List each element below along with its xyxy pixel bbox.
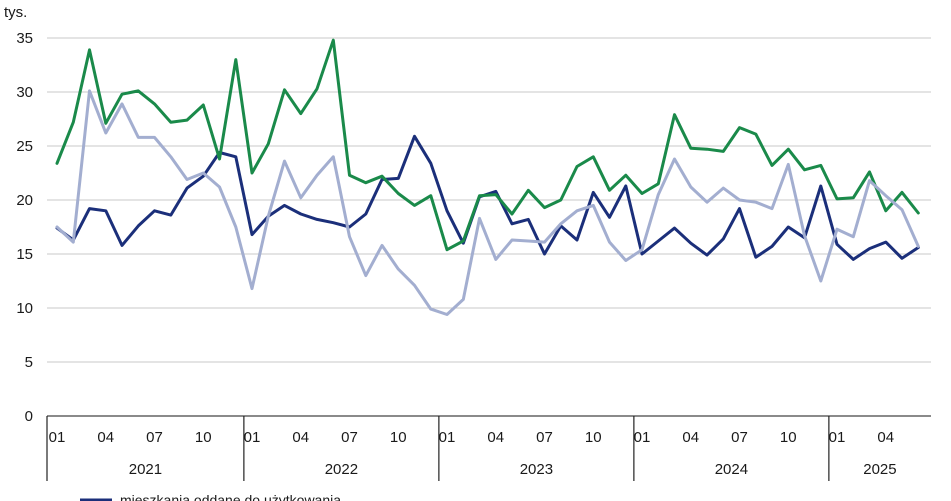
y-tick-label: 10	[16, 300, 33, 317]
x-tick-label: 07	[146, 429, 163, 446]
x-tick-label: 01	[244, 429, 261, 446]
x-tick-label: 04	[877, 429, 894, 446]
x-tick-label: 10	[195, 429, 212, 446]
y-tick-label: 5	[25, 354, 33, 371]
x-year-label: 2024	[715, 461, 748, 478]
x-year-label: 2022	[325, 461, 358, 478]
y-tick-label: 35	[16, 30, 33, 47]
series-lines	[55, 38, 920, 316]
x-tick-label: 10	[390, 429, 407, 446]
x-tick-label: 10	[780, 429, 797, 446]
x-year-label: 2025	[863, 461, 896, 478]
y-tick-label: 0	[25, 408, 33, 425]
y-axis-unit-label: tys.	[4, 4, 27, 21]
x-tick-label: 01	[634, 429, 651, 446]
x-tick-label: 01	[49, 429, 66, 446]
x-tick-label: 04	[292, 429, 309, 446]
x-tick-label: 04	[682, 429, 699, 446]
x-tick-label: 01	[829, 429, 846, 446]
x-tick-label: 07	[536, 429, 553, 446]
y-tick-label: 30	[16, 84, 33, 101]
series-line-lightblue	[55, 89, 920, 316]
y-axis-tick-labels: 0 5 10 15 20 25 30 35	[16, 30, 33, 425]
x-year-label: 2021	[129, 461, 162, 478]
y-tick-label: 15	[16, 246, 33, 263]
x-tick-label: 04	[97, 429, 114, 446]
x-tick-label: 01	[439, 429, 456, 446]
x-tick-label: 07	[731, 429, 748, 446]
x-tick-label: 04	[487, 429, 504, 446]
y-tick-label: 25	[16, 138, 33, 155]
x-tick-label: 10	[585, 429, 602, 446]
legend: mieszkania oddane do użytkowania	[80, 492, 341, 501]
x-axis: 01 04 07 10 2021 01 04 07 10 2022 01 04 07 10 2023 01 04…	[46, 416, 897, 481]
legend-label: mieszkania oddane do użytkowania	[120, 492, 341, 501]
x-tick-label: 07	[341, 429, 358, 446]
x-year-label: 2023	[520, 461, 553, 478]
y-tick-label: 20	[16, 192, 33, 209]
gridlines	[47, 37, 931, 417]
series-line-green	[55, 38, 920, 252]
